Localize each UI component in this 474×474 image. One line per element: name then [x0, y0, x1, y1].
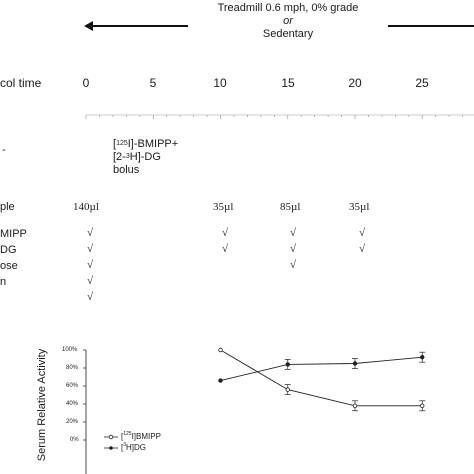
chart-ytick-60: 60%: [66, 383, 79, 389]
data-point-dg: [352, 361, 358, 366]
sample-volume-t10: 35µl: [213, 201, 234, 213]
data-point-bmipp: [352, 403, 358, 408]
timeline-tick-10: 10: [213, 76, 227, 90]
bolus-row-label: -: [2, 144, 6, 156]
bolus-annotation: [125I]-BMIPP+ [2-3H]-DG bolus: [113, 138, 178, 177]
timeline-tick-20: 20: [348, 76, 362, 90]
chart-ytick-40: 40%: [66, 401, 79, 407]
legend-label-dg: [3H]DG: [121, 442, 147, 452]
check-mark: √: [222, 227, 229, 239]
measure-label-dg: DG: [0, 244, 17, 256]
series-line-dg: [220, 356, 423, 382]
check-mark: √: [359, 243, 366, 255]
check-mark: √: [359, 227, 366, 239]
sample-volume-t20: 35µl: [349, 201, 370, 213]
data-point-bmipp: [218, 347, 223, 353]
data-point-bmipp: [285, 387, 290, 392]
legend-marker-bmipp: [108, 434, 114, 440]
condition-line-2: or: [283, 15, 293, 27]
check-mark: √: [87, 259, 94, 271]
chart-ytick-0: 0%: [70, 437, 79, 443]
timeline-tick-5: 5: [149, 76, 157, 90]
check-mark: √: [87, 227, 94, 239]
check-mark: √: [290, 259, 297, 271]
bolus-line-1: [125I]-BMIPP+: [113, 138, 179, 150]
check-mark: √: [222, 243, 229, 255]
timeline-tick-15: 15: [281, 76, 295, 90]
condition-line-1: Treadmill 0.6 mph, 0% grade: [217, 2, 359, 14]
left-arrowhead-icon: [84, 21, 93, 31]
bolus-line-2: [2-3H]-DG: [113, 151, 161, 163]
measure-label-insulin: n: [0, 276, 7, 288]
check-mark: √: [87, 291, 94, 303]
condition-text: Treadmill 0.6 mph, 0% grade or Sedentary: [198, 2, 378, 41]
check-mark: √: [87, 243, 94, 255]
sample-volume-t0: 140µl: [73, 201, 99, 213]
chart-ytick-20: 20%: [66, 419, 79, 425]
data-point-dg: [285, 362, 290, 367]
timeline-tick-25: 25: [415, 76, 429, 90]
chart-ytick-80: 80%: [66, 365, 79, 371]
series-line-bmipp: [220, 349, 423, 407]
data-point-bmipp: [420, 403, 425, 408]
sample-row-label: ple: [0, 201, 15, 213]
sample-volume-t15: 85µl: [280, 201, 301, 213]
check-mark: √: [290, 227, 297, 239]
bolus-line-3: bolus: [113, 164, 140, 176]
legend-label-bmipp: [125I]BMIPP: [121, 431, 161, 441]
timeline-tick-0: 0: [82, 76, 90, 90]
data-point-dg: [420, 355, 425, 360]
measure-label-glucose: ose: [0, 260, 18, 272]
condition-line-3: Sedentary: [262, 28, 314, 40]
legend-marker-dg: [109, 446, 113, 450]
chart-ytick-100: 100%: [62, 347, 78, 353]
data-point-dg: [218, 378, 223, 383]
timeline-row-label: col time: [0, 76, 42, 90]
check-mark: √: [87, 275, 94, 287]
check-mark: √: [290, 243, 297, 255]
measure-label-bmipp: MIPP: [0, 228, 27, 240]
